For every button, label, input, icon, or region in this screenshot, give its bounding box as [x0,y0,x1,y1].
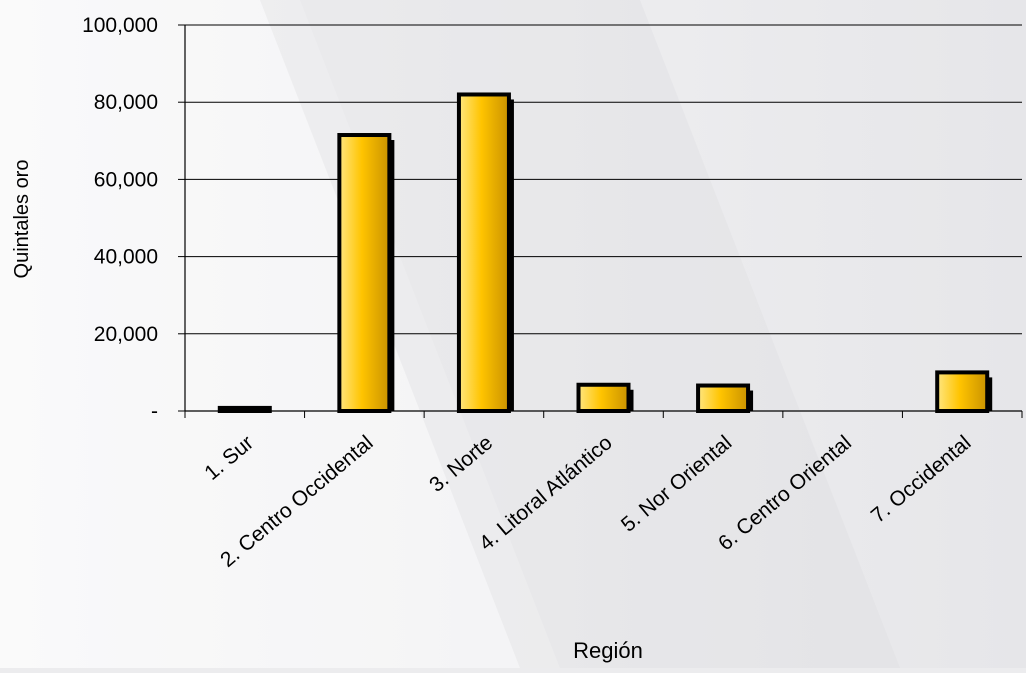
bar [935,370,990,413]
y-axis-label: Quintales oro [11,160,33,279]
y-tick-label: 60,000 [94,168,158,191]
gridlines [185,24,1022,335]
y-tick-label: 20,000 [94,323,158,346]
y-tick-labels: - 20,000 40,000 60,000 80,000 100,000 [82,14,158,423]
x-axis-label: Región [573,638,643,663]
bars-group [217,92,993,414]
y-tick-label: 80,000 [94,91,158,114]
y-tick-label: - [151,400,158,423]
bar [576,382,631,414]
bar [456,92,511,413]
y-tick-label: 100,000 [82,14,158,37]
bar [696,383,751,413]
y-tick-label: 40,000 [94,246,158,269]
bar [337,133,392,413]
axes [178,24,1023,418]
